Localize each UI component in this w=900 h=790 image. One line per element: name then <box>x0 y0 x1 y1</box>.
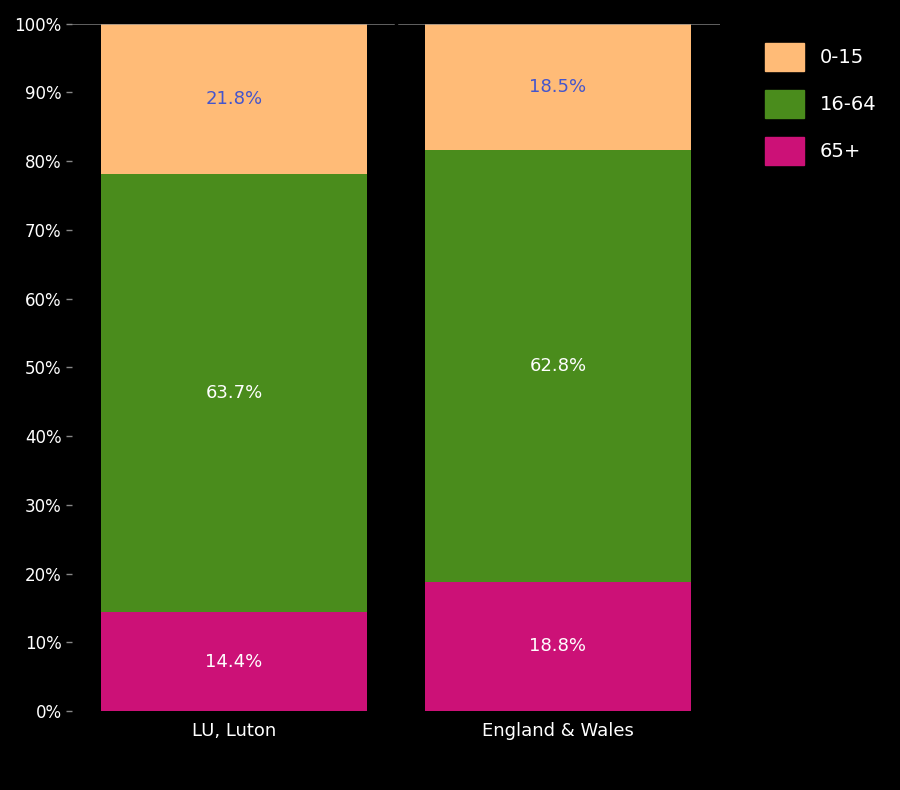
Bar <box>425 23 691 150</box>
Bar <box>101 612 367 711</box>
Text: 62.8%: 62.8% <box>529 357 587 375</box>
Bar <box>101 175 367 612</box>
Bar <box>425 581 691 711</box>
Text: 21.8%: 21.8% <box>205 90 263 108</box>
Legend: 0-15, 16-64, 65+: 0-15, 16-64, 65+ <box>756 33 886 175</box>
Text: 18.5%: 18.5% <box>529 77 587 96</box>
Text: 63.7%: 63.7% <box>205 384 263 402</box>
Text: 18.8%: 18.8% <box>529 638 587 656</box>
Bar <box>425 150 691 581</box>
Bar <box>101 24 367 175</box>
Text: 14.4%: 14.4% <box>205 653 263 671</box>
